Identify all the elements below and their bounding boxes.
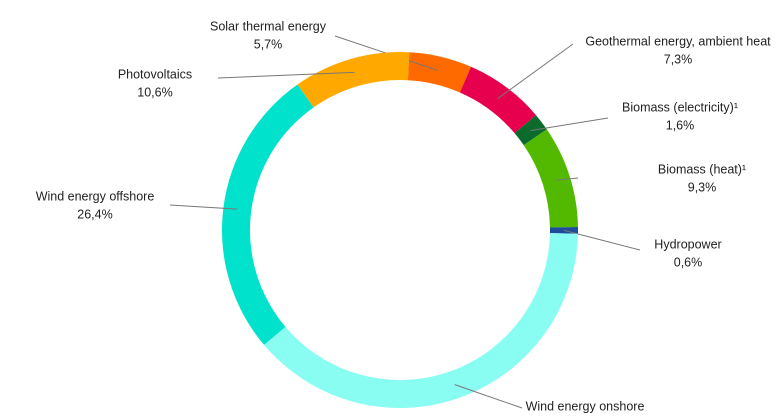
leader-line bbox=[556, 177, 579, 181]
category-label: Wind energy offshore bbox=[36, 189, 155, 203]
category-label: Solar thermal energy bbox=[210, 19, 327, 33]
leader-line bbox=[454, 384, 523, 409]
category-label: Wind energy onshore bbox=[526, 399, 645, 413]
donut-segment bbox=[297, 51, 410, 108]
donut-segment bbox=[221, 84, 314, 345]
leader-line bbox=[169, 204, 238, 210]
category-label: Photovoltaics bbox=[118, 67, 192, 81]
leader-line bbox=[217, 71, 355, 79]
value-label: 7,3% bbox=[664, 52, 693, 66]
leader-line bbox=[530, 117, 609, 132]
donut-segment bbox=[459, 66, 536, 134]
value-label: 0,6% bbox=[674, 255, 703, 269]
donut-segment bbox=[407, 52, 472, 93]
leader-line bbox=[497, 43, 574, 99]
value-label: 9,3% bbox=[688, 180, 717, 194]
value-label: 10,6% bbox=[137, 85, 172, 99]
leader-line bbox=[563, 229, 641, 251]
value-label: 1,6% bbox=[666, 118, 695, 132]
category-label: Geothermal energy, ambient heat bbox=[585, 34, 771, 48]
value-label: 26,4% bbox=[77, 207, 112, 221]
donut-segment bbox=[264, 233, 578, 408]
donut-segment bbox=[523, 129, 578, 228]
category-label: Biomass (heat)¹ bbox=[658, 162, 746, 176]
value-label: 5,7% bbox=[254, 37, 283, 51]
category-label: Biomass (electricity)¹ bbox=[622, 100, 738, 114]
category-label: Hydropower bbox=[654, 237, 721, 251]
